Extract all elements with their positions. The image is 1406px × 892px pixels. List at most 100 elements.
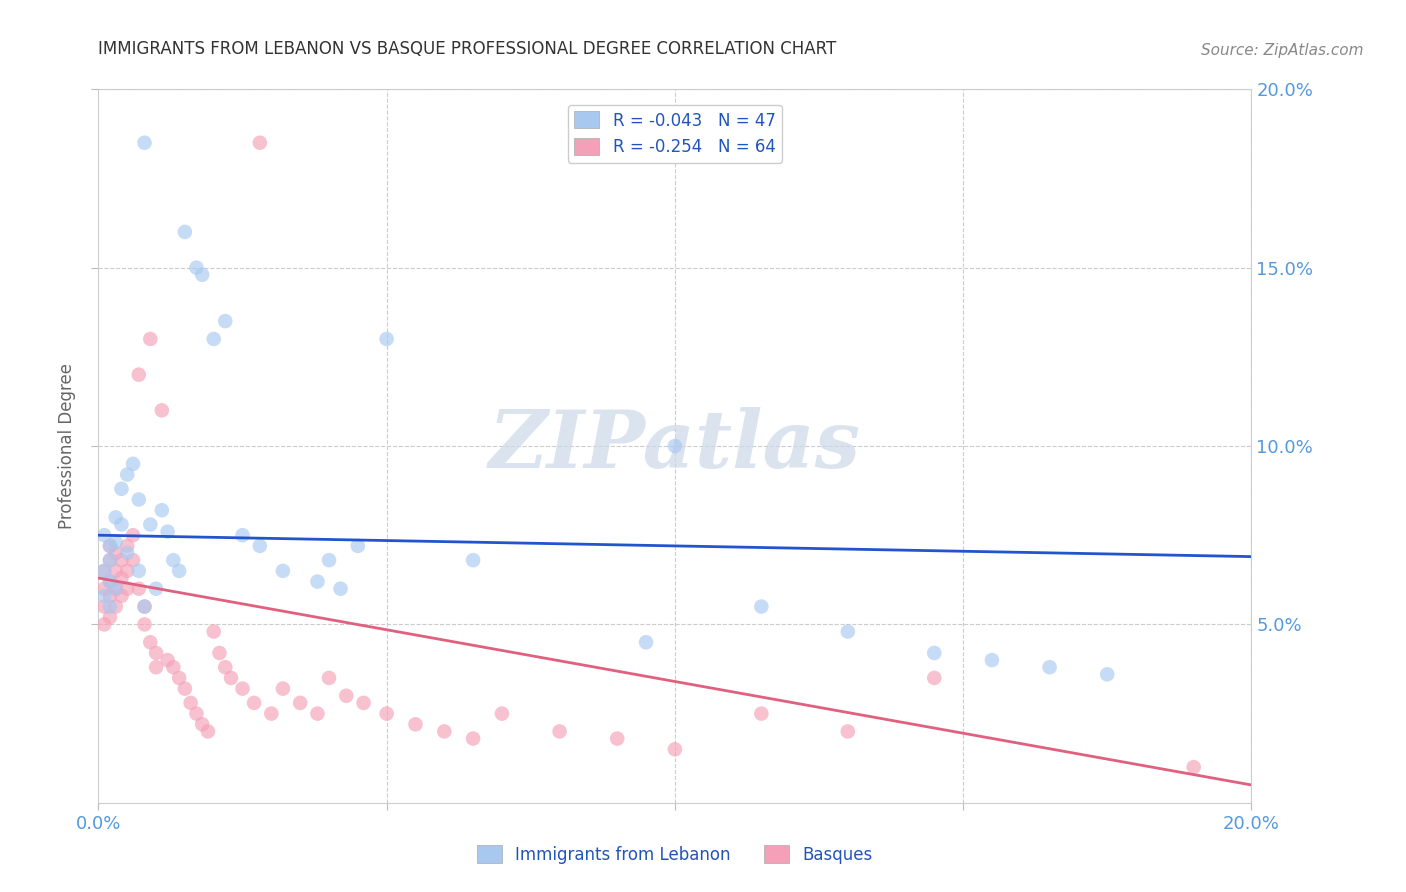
Point — [751, 706, 773, 721]
Point — [353, 696, 375, 710]
Point — [134, 599, 156, 614]
Point — [751, 599, 773, 614]
Point — [548, 724, 571, 739]
Text: ZIPatlas: ZIPatlas — [489, 408, 860, 484]
Point — [117, 546, 139, 560]
Point — [139, 517, 162, 532]
Point — [606, 731, 628, 746]
Point — [180, 696, 202, 710]
Point — [134, 617, 156, 632]
Point — [98, 553, 121, 567]
Point — [636, 635, 658, 649]
Point — [491, 706, 513, 721]
Point — [375, 706, 398, 721]
Point — [93, 582, 115, 596]
Point — [307, 706, 329, 721]
Point — [104, 510, 127, 524]
Point — [186, 706, 208, 721]
Point — [110, 482, 132, 496]
Point — [249, 539, 271, 553]
Point — [174, 225, 197, 239]
Point — [375, 332, 398, 346]
Point — [104, 582, 127, 596]
Point — [134, 599, 156, 614]
Point — [145, 582, 167, 596]
Point — [104, 599, 127, 614]
Point — [191, 717, 214, 731]
Point — [98, 574, 121, 589]
Point — [145, 660, 167, 674]
Point — [156, 653, 179, 667]
Point — [837, 624, 859, 639]
Point — [104, 582, 127, 596]
Point — [167, 564, 190, 578]
Text: IMMIGRANTS FROM LEBANON VS BASQUE PROFESSIONAL DEGREE CORRELATION CHART: IMMIGRANTS FROM LEBANON VS BASQUE PROFES… — [98, 40, 837, 58]
Point — [98, 539, 121, 553]
Point — [134, 136, 156, 150]
Point — [243, 696, 266, 710]
Point — [307, 574, 329, 589]
Point — [128, 368, 150, 382]
Point — [290, 696, 312, 710]
Point — [461, 553, 484, 567]
Point — [664, 439, 686, 453]
Text: Source: ZipAtlas.com: Source: ZipAtlas.com — [1201, 43, 1364, 58]
Point — [186, 260, 208, 275]
Point — [117, 564, 139, 578]
Point — [110, 553, 132, 567]
Point — [98, 574, 121, 589]
Point — [202, 624, 225, 639]
Point — [128, 582, 150, 596]
Point — [231, 681, 254, 696]
Point — [260, 706, 283, 721]
Point — [128, 492, 150, 507]
Point — [922, 646, 945, 660]
Point — [162, 660, 184, 674]
Point — [461, 731, 484, 746]
Point — [1097, 667, 1119, 681]
Point — [98, 599, 121, 614]
Point — [174, 681, 197, 696]
Point — [664, 742, 686, 756]
Point — [117, 582, 139, 596]
Point — [122, 553, 145, 567]
Point — [219, 671, 242, 685]
Point — [271, 564, 294, 578]
Point — [104, 564, 127, 578]
Point — [122, 528, 145, 542]
Point — [922, 671, 945, 685]
Point — [981, 653, 1004, 667]
Point — [150, 403, 173, 417]
Point — [104, 535, 127, 549]
Point — [98, 610, 121, 624]
Point — [318, 553, 340, 567]
Point — [329, 582, 352, 596]
Point — [433, 724, 456, 739]
Point — [117, 467, 139, 482]
Point — [98, 553, 121, 567]
Point — [318, 671, 340, 685]
Point — [117, 539, 139, 553]
Point — [249, 136, 271, 150]
Point — [110, 571, 132, 585]
Point — [208, 646, 231, 660]
Point — [93, 528, 115, 542]
Point — [110, 517, 132, 532]
Point — [104, 546, 127, 560]
Legend: Immigrants from Lebanon, Basques: Immigrants from Lebanon, Basques — [471, 838, 879, 871]
Point — [167, 671, 190, 685]
Legend: R = -0.043   N = 47, R = -0.254   N = 64: R = -0.043 N = 47, R = -0.254 N = 64 — [568, 104, 782, 162]
Point — [335, 689, 357, 703]
Point — [231, 528, 254, 542]
Point — [405, 717, 427, 731]
Point — [191, 268, 214, 282]
Point — [128, 564, 150, 578]
Point — [93, 564, 115, 578]
Point — [214, 660, 236, 674]
Point — [93, 589, 115, 603]
Point — [214, 314, 236, 328]
Point — [93, 599, 115, 614]
Point — [1038, 660, 1062, 674]
Point — [162, 553, 184, 567]
Point — [93, 617, 115, 632]
